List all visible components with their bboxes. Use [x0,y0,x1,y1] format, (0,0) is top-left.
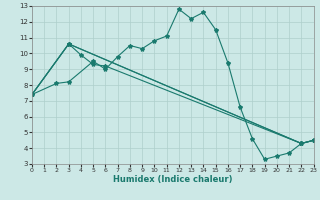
X-axis label: Humidex (Indice chaleur): Humidex (Indice chaleur) [113,175,233,184]
